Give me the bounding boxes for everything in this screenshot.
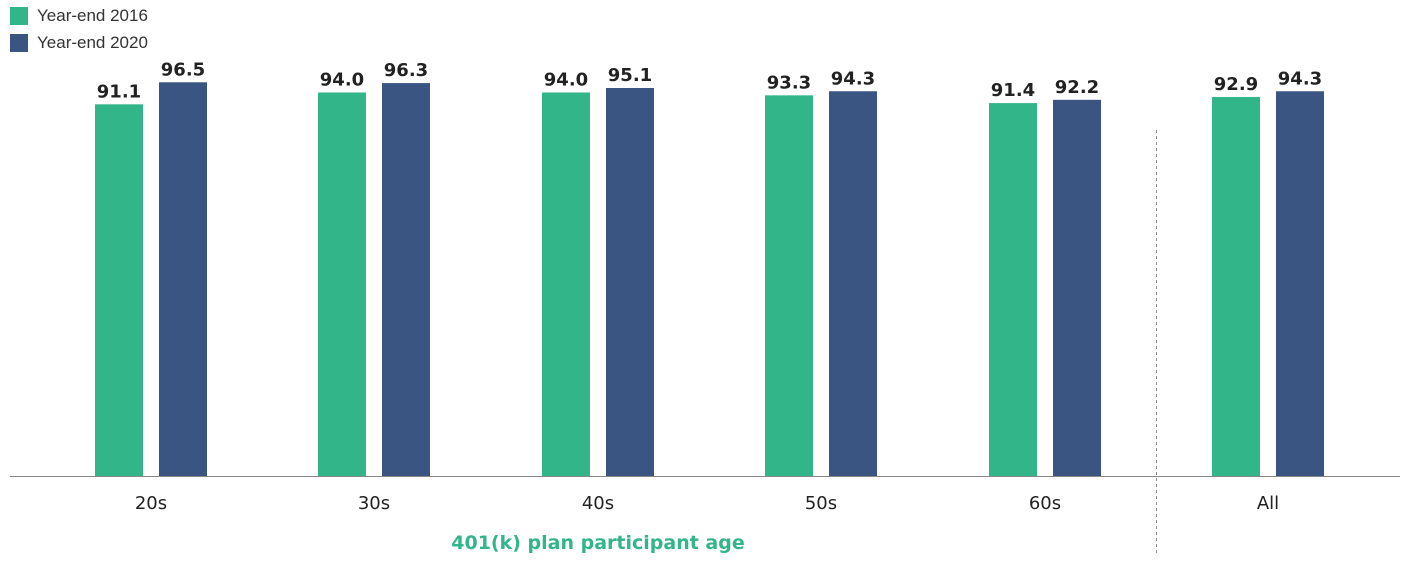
bar-50s-2016: [765, 95, 813, 476]
value-label-All-2020: 94.3: [1278, 68, 1322, 89]
bar-All-2020: [1276, 91, 1324, 476]
x-tick-40s: 40s: [582, 493, 614, 514]
bar-20s-2020: [159, 82, 207, 476]
value-label-50s-2020: 94.3: [831, 68, 875, 89]
value-label-60s-2020: 92.2: [1055, 77, 1099, 98]
bar-All-2016: [1212, 97, 1260, 476]
bar-40s-2020: [606, 88, 654, 476]
x-tick-30s: 30s: [358, 493, 390, 514]
x-tick-All: All: [1257, 493, 1279, 514]
value-label-All-2016: 92.9: [1214, 74, 1258, 95]
value-label-20s-2020: 96.5: [161, 59, 205, 80]
x-tick-50s: 50s: [805, 493, 837, 514]
value-label-20s-2016: 91.1: [97, 81, 141, 102]
value-labels-group: 91.1 96.5 94.0 96.3 94.0 95.1 93.3 94.3 91.4 92.2…: [97, 59, 1322, 102]
bar-40s-2016: [542, 92, 590, 476]
x-tick-labels-group: 20s 30s 40s 50s 60s All: [135, 493, 1279, 514]
bar-60s-2020: [1053, 100, 1101, 476]
value-label-30s-2020: 96.3: [384, 60, 428, 81]
x-tick-60s: 60s: [1029, 493, 1061, 514]
bar-20s-2016: [95, 104, 143, 476]
x-axis-title: 401(k) plan participant age: [451, 532, 744, 554]
value-label-60s-2016: 91.4: [991, 80, 1035, 101]
bars-group: [95, 82, 1324, 476]
value-label-50s-2016: 93.3: [767, 72, 811, 93]
x-tick-20s: 20s: [135, 493, 167, 514]
bar-50s-2020: [829, 91, 877, 476]
value-label-30s-2016: 94.0: [320, 69, 364, 90]
bar-60s-2016: [989, 103, 1037, 476]
bar-30s-2020: [382, 83, 430, 476]
value-label-40s-2016: 94.0: [544, 69, 588, 90]
value-label-40s-2020: 95.1: [608, 65, 652, 86]
bar-30s-2016: [318, 92, 366, 476]
